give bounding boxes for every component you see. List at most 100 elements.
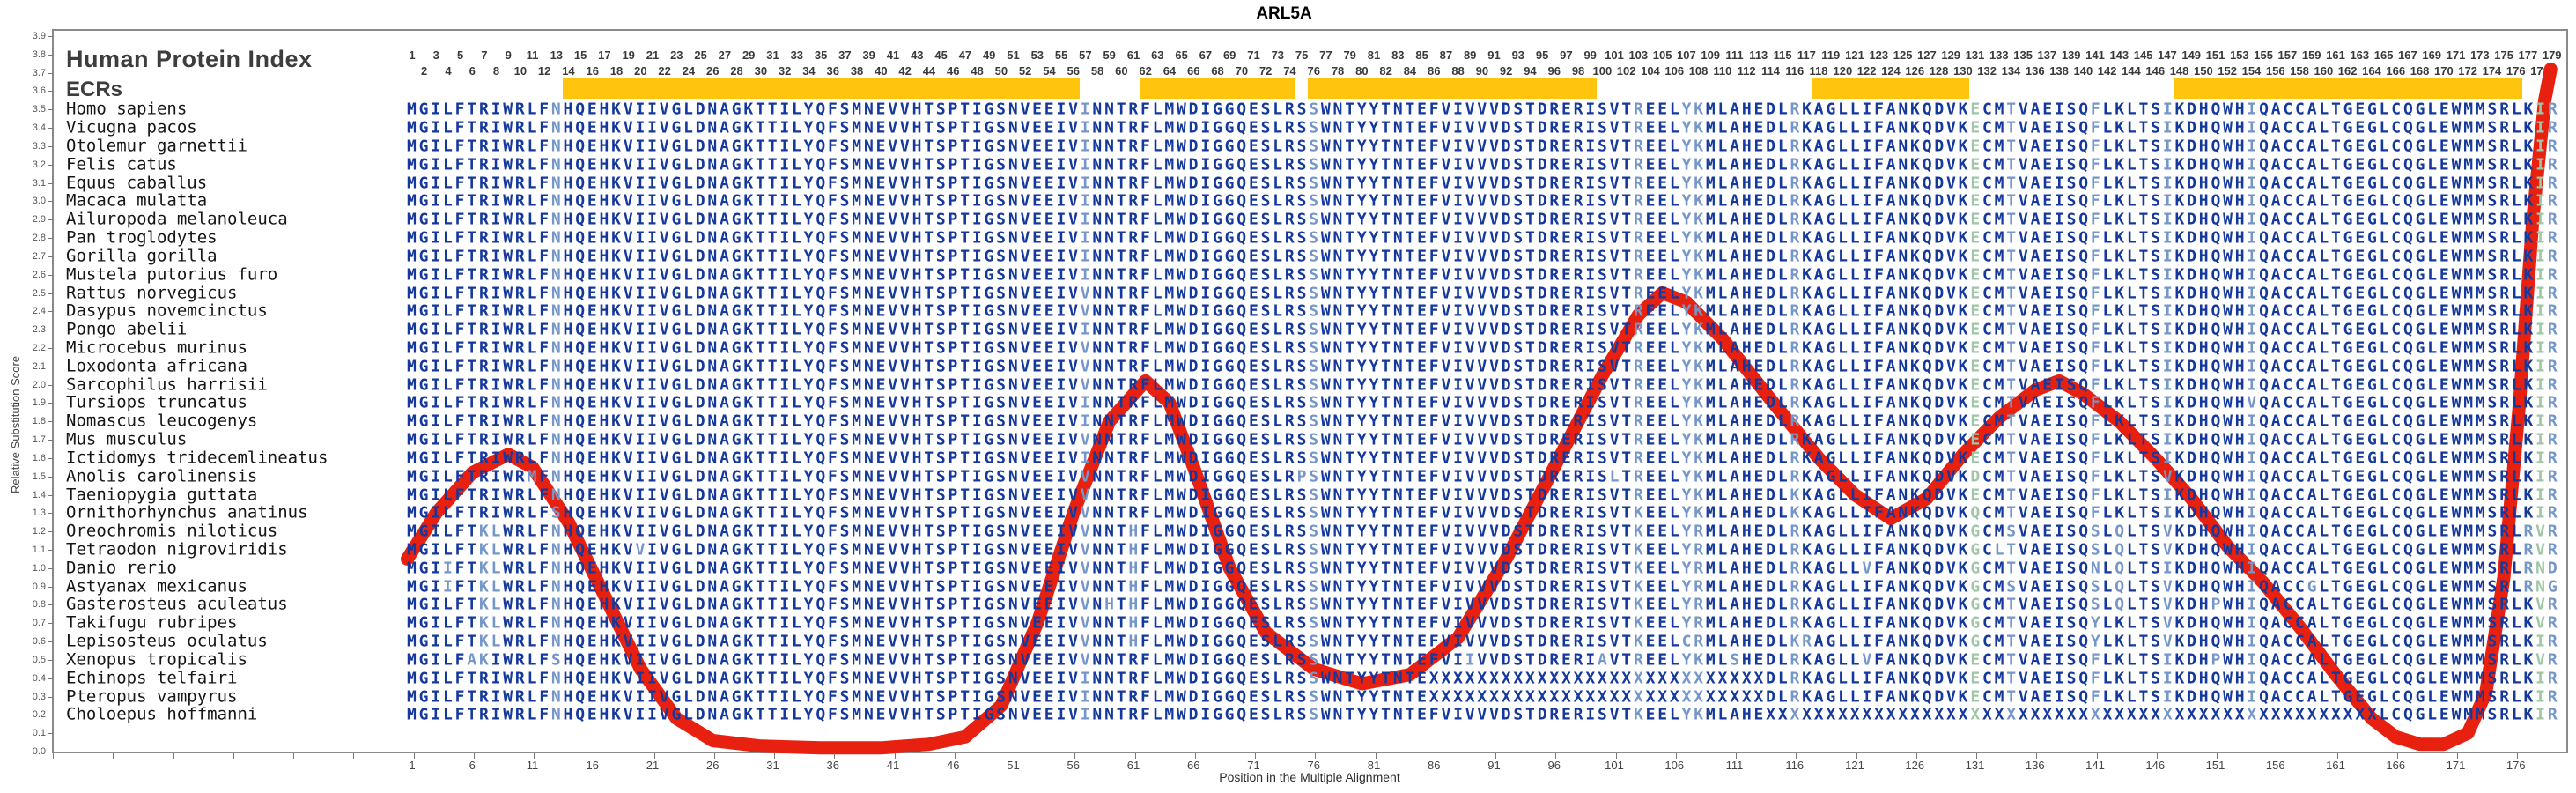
- x-tick-label: 81: [1367, 759, 1381, 772]
- position-label: 177: [2518, 48, 2538, 62]
- position-label: 90: [1475, 64, 1489, 78]
- sequence-row: MGIIFTKLWRLFNHQEHKVIIVGLDNAGKTTILYQFSMNE…: [407, 559, 2560, 578]
- x-tick-label: 146: [2145, 759, 2166, 772]
- position-label: 15: [573, 48, 587, 62]
- x-tick-label: 136: [2025, 759, 2045, 772]
- position-label: 120: [1833, 64, 1853, 78]
- sequence-row: MGILFTRIWRLFNHQEHKVIIVGLDNAGKTTILYQFSMNE…: [407, 485, 2560, 505]
- position-label: 42: [898, 64, 912, 78]
- position-label: 81: [1367, 48, 1381, 62]
- position-label: 174: [2482, 64, 2502, 78]
- position-label: 7: [481, 48, 488, 62]
- species-label: Danio rerio: [66, 558, 177, 578]
- position-label: 65: [1175, 48, 1188, 62]
- y-tick-label: 1.5: [32, 471, 46, 482]
- y-tick: [48, 91, 53, 93]
- x-tick-label: 121: [1845, 759, 1864, 772]
- y-tick-label: 2.4: [32, 306, 46, 317]
- sequence-row: MGIIFTKLWRLFNHQEHKVIIVGLDNAGKTTILYQFSMNE…: [407, 577, 2560, 597]
- position-label: 152: [2218, 64, 2237, 78]
- position-label: 12: [537, 64, 551, 78]
- species-label: Pan troglodytes: [66, 227, 218, 248]
- sequence-row: MGILFTRIWRLFNHQEHKVIIVGLDNAGKTTILYQFSMNE…: [407, 100, 2560, 119]
- y-tick-label: 1.2: [32, 526, 46, 537]
- x-tick-label: 66: [1187, 759, 1200, 772]
- y-tick: [48, 256, 53, 257]
- y-tick-label: 0.0: [32, 746, 46, 757]
- position-label: 23: [670, 48, 683, 62]
- position-label: 28: [730, 64, 743, 78]
- position-label: 131: [1965, 48, 1985, 62]
- sequence-row: MGILFTKLWRLFNHQEHKVIIVGLDNAGKTTILYQFSMNE…: [407, 595, 2560, 614]
- x-tick: [1255, 753, 1256, 759]
- species-label: Astyanax mexicanus: [66, 576, 247, 597]
- y-tick: [48, 347, 53, 349]
- y-axis-line: [52, 29, 54, 753]
- position-label: 138: [2049, 64, 2069, 78]
- position-label: 140: [2073, 64, 2093, 78]
- position-label: 96: [1547, 64, 1561, 78]
- position-label: 33: [790, 48, 804, 62]
- x-tick: [293, 753, 294, 759]
- ecr-bar[interactable]: [1139, 78, 1296, 99]
- position-label: 86: [1428, 64, 1441, 78]
- position-label: 159: [2301, 48, 2321, 62]
- species-label: Equus caballus: [66, 173, 208, 193]
- x-tick-label: 166: [2386, 759, 2406, 772]
- species-label: Ornithorhynchus anatinus: [66, 502, 308, 522]
- y-tick-label: 3.3: [32, 140, 46, 152]
- position-label: 78: [1331, 64, 1345, 78]
- y-tick-label: 0.7: [32, 618, 46, 629]
- y-tick: [48, 384, 53, 386]
- x-tick: [954, 753, 956, 759]
- x-axis-line: [53, 752, 2568, 753]
- x-tick-label: 101: [1605, 759, 1624, 772]
- y-tick-label: 1.4: [32, 489, 46, 500]
- x-tick-label: 76: [1307, 759, 1320, 772]
- position-label: 161: [2326, 48, 2345, 62]
- sequence-row: MGILFTRIWRLFNHQEHKVIIVGLDNAGKTTILYQFSMNE…: [407, 191, 2560, 211]
- ecr-bar[interactable]: [562, 78, 1080, 99]
- position-label: 171: [2446, 48, 2466, 62]
- position-label: 110: [1713, 64, 1732, 78]
- ecrs-label: ECRs: [66, 78, 123, 101]
- position-label: 39: [862, 48, 875, 62]
- y-tick-label: 1.6: [32, 452, 46, 463]
- species-label: Pteropus vampyrus: [66, 686, 238, 707]
- species-label: Anolis carolinensis: [66, 466, 258, 486]
- y-tick: [48, 494, 53, 496]
- y-tick-label: 2.7: [32, 250, 46, 262]
- species-label: Mustela putorius furo: [66, 264, 278, 285]
- x-tick-label: 131: [1965, 759, 1985, 772]
- position-label: 14: [562, 64, 575, 78]
- y-tick: [48, 182, 53, 184]
- position-label: 30: [754, 64, 768, 78]
- position-label: 125: [1893, 48, 1913, 62]
- position-label: 127: [1917, 48, 1937, 62]
- position-label: 105: [1652, 48, 1672, 62]
- x-axis-caption: Position in the Multiple Alignment: [1219, 770, 1400, 784]
- ecr-bar[interactable]: [1307, 78, 1597, 99]
- x-tick-label: 91: [1487, 759, 1501, 772]
- position-label: 116: [1785, 64, 1805, 78]
- position-label: 29: [742, 48, 756, 62]
- position-label: 87: [1439, 48, 1453, 62]
- y-tick-label: 2.8: [32, 233, 46, 244]
- sequence-row: MGILFTRIWRLFNHQEHKVIIVGLDNAGKTTILYQFSMNE…: [407, 375, 2560, 395]
- position-label: 115: [1773, 48, 1792, 62]
- x-tick-label: 86: [1428, 759, 1441, 772]
- position-label: 154: [2241, 64, 2262, 78]
- ecr-bar[interactable]: [1812, 78, 1969, 99]
- x-tick-label: 11: [526, 759, 539, 772]
- position-label: 166: [2386, 64, 2406, 78]
- ecr-bar[interactable]: [2173, 78, 2522, 99]
- position-label: 91: [1487, 48, 1501, 62]
- sequence-row: MGILFTRIWRLFNHQEHKVIIVGLDNAGKTTILYQFSMNE…: [407, 357, 2560, 376]
- position-label: 17: [598, 48, 611, 62]
- position-label: 173: [2469, 48, 2490, 62]
- x-tick-label: 6: [469, 759, 476, 772]
- x-tick-label: 16: [586, 759, 599, 772]
- position-label: 61: [1126, 48, 1140, 62]
- x-tick-label: 31: [766, 759, 779, 772]
- x-tick-label: 161: [2326, 759, 2345, 772]
